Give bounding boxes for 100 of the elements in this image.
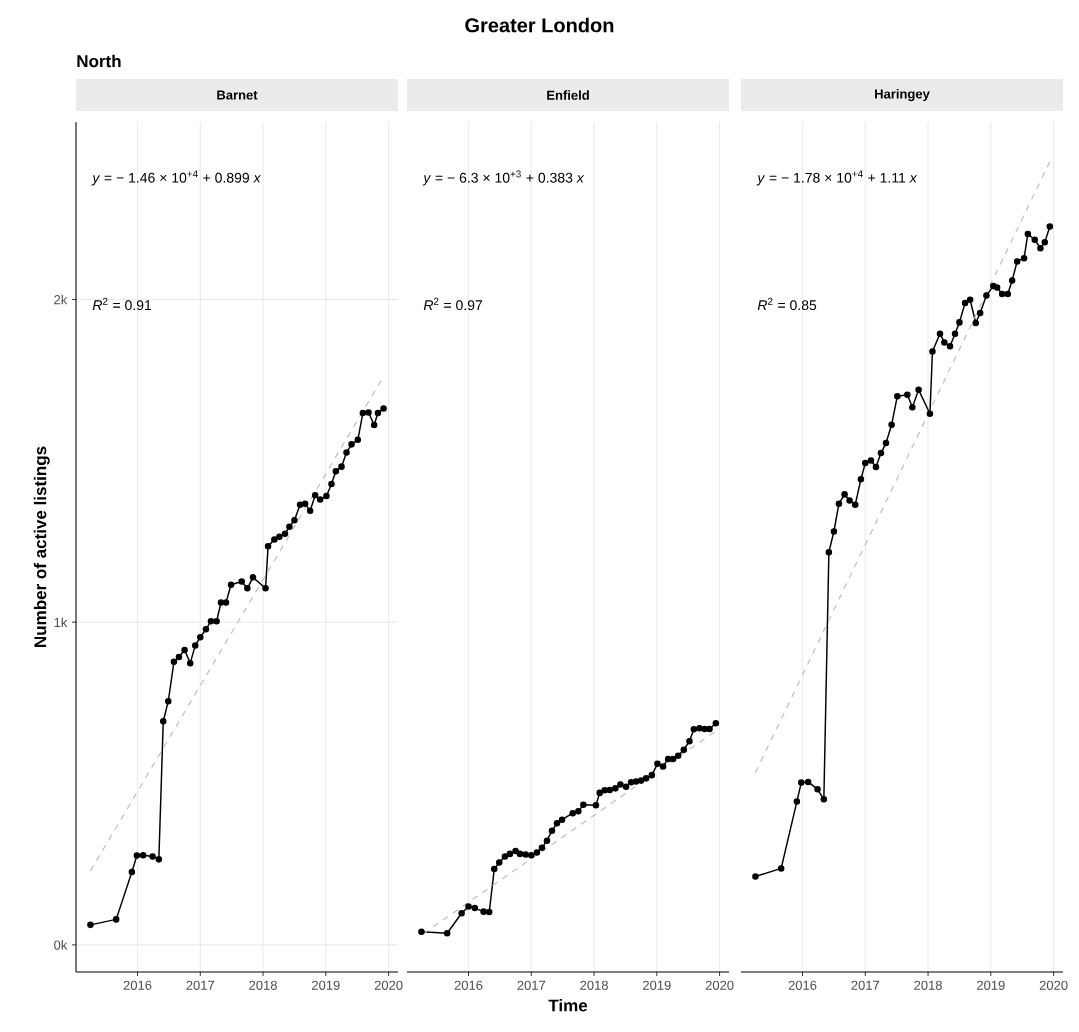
point: [961, 299, 969, 307]
point: [1046, 223, 1054, 230]
point: [186, 659, 194, 667]
point: [227, 581, 235, 589]
point: [249, 574, 257, 581]
point: [706, 725, 713, 733]
point: [165, 697, 172, 705]
point: [877, 449, 885, 457]
x-tick-label: 2020: [1039, 980, 1068, 990]
point: [637, 777, 645, 784]
point: [543, 837, 551, 844]
point: [443, 929, 451, 937]
point: [946, 342, 954, 350]
point: [841, 491, 848, 498]
x-tick-label: 2019: [977, 980, 1005, 990]
point: [1020, 254, 1028, 262]
point: [506, 850, 514, 858]
text: North: [77, 54, 121, 68]
point: [972, 319, 980, 327]
x-tick-label: 2016: [123, 980, 152, 990]
point: [217, 599, 225, 606]
point: [316, 496, 324, 503]
point: [669, 755, 677, 763]
point: [862, 459, 869, 467]
point: [338, 463, 345, 470]
chart-title: Barnet: [217, 90, 258, 100]
point: [851, 501, 859, 508]
point: [752, 873, 759, 880]
x-tick-label: 2017: [517, 980, 546, 990]
point: [496, 859, 503, 866]
point: [112, 916, 120, 923]
point: [696, 725, 703, 732]
annotation: y = − 1.46 × 10$^{+4}$ + 0.899 x: [91, 170, 261, 186]
annotation: R$^{2}$ = 0.97: [423, 297, 483, 311]
point: [370, 421, 378, 429]
point: [642, 775, 650, 782]
point: [1008, 277, 1016, 284]
point: [882, 439, 890, 447]
point: [894, 393, 901, 400]
point: [654, 760, 661, 768]
point: [558, 816, 566, 823]
point: [867, 457, 875, 464]
point: [286, 523, 293, 530]
annotation: R$^{2}$ = 0.91: [92, 297, 152, 311]
point: [202, 626, 210, 633]
point: [548, 827, 556, 834]
point: [418, 928, 425, 935]
point: [904, 391, 911, 398]
point: [87, 921, 94, 929]
point: [133, 852, 141, 859]
point: [458, 909, 465, 917]
point: [686, 737, 693, 745]
point: [291, 516, 298, 524]
point: [354, 436, 362, 444]
point: [659, 763, 667, 770]
point: [1024, 230, 1032, 238]
point: [516, 850, 524, 858]
point: [814, 786, 821, 793]
point: [465, 903, 472, 910]
point: [306, 507, 314, 515]
point: [857, 475, 865, 483]
y-tick-label: 0k: [54, 940, 68, 950]
point: [343, 449, 350, 456]
point: [374, 409, 382, 417]
y-tick-label: 1k: [54, 617, 68, 627]
x-axis-title: Time: [548, 999, 588, 1012]
x-tick-label: 2018: [580, 980, 608, 990]
point: [929, 348, 936, 355]
point: [213, 617, 220, 625]
point: [1041, 239, 1049, 246]
point: [690, 726, 698, 733]
point: [777, 865, 785, 872]
point: [804, 778, 812, 786]
point: [936, 330, 944, 337]
point: [951, 330, 959, 337]
point: [380, 405, 387, 412]
point: [238, 578, 245, 585]
point: [244, 585, 251, 592]
point: [680, 746, 688, 753]
point: [846, 497, 853, 504]
point: [485, 908, 493, 916]
point: [311, 492, 319, 499]
point: [909, 403, 916, 411]
annotation: y = − 1.78 × 10$^{+4}$ + 1.11 x: [756, 170, 918, 186]
point: [139, 851, 147, 859]
point: [1013, 258, 1021, 265]
point: [712, 719, 720, 727]
point: [983, 292, 990, 299]
point: [835, 500, 843, 508]
point: [580, 801, 587, 809]
point: [296, 501, 304, 508]
point: [648, 771, 656, 779]
point: [915, 386, 922, 394]
point: [632, 778, 640, 785]
chart-title: Enfield: [547, 90, 589, 100]
point: [606, 786, 614, 794]
point: [1031, 236, 1039, 244]
point: [512, 847, 519, 855]
x-tick-label: 2020: [705, 980, 734, 990]
point: [264, 543, 272, 550]
